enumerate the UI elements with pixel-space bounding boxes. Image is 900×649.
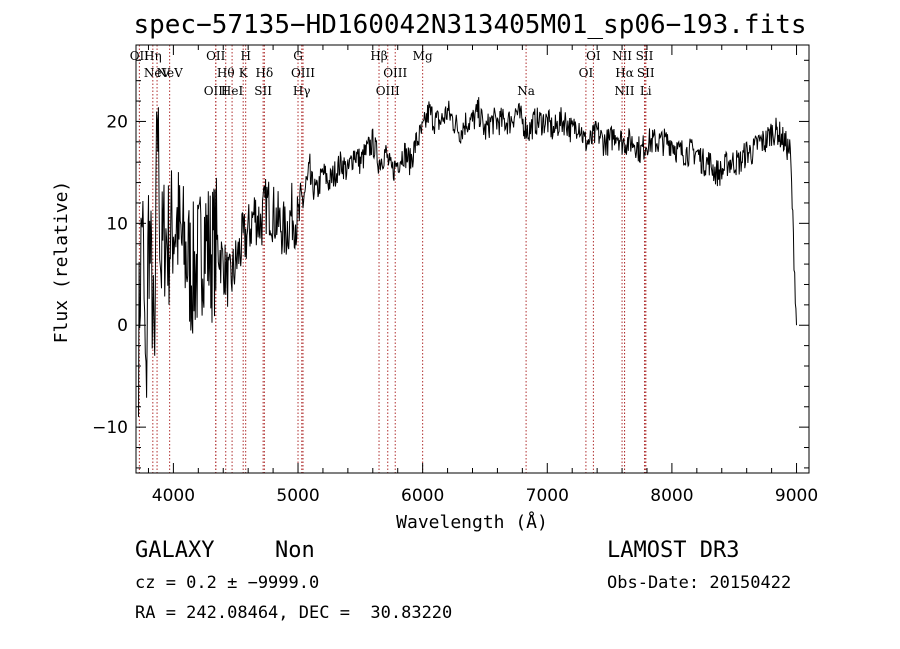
emission-label-HeI: HeI bbox=[221, 84, 244, 98]
emission-label-H: H bbox=[240, 49, 250, 63]
emission-label-K: K bbox=[239, 66, 249, 80]
emission-label-OII: OII bbox=[206, 49, 226, 63]
redshift-text: cz = 0.2 ± −9999.0 bbox=[135, 573, 320, 593]
y-tick-label: 0 bbox=[117, 316, 128, 336]
emission-label-SII: SII bbox=[637, 66, 655, 80]
y-tick-label: −10 bbox=[92, 418, 128, 438]
flux-line bbox=[138, 97, 797, 417]
emission-label-SII: SII bbox=[636, 49, 654, 63]
x-tick-label: 4000 bbox=[152, 486, 195, 506]
emission-label-OIII: OIII bbox=[376, 84, 400, 98]
emission-label-OIII: OIII bbox=[383, 66, 407, 80]
emission-label-Na: Na bbox=[517, 84, 535, 98]
ra-dec-text: RA = 242.08464, DEC = 30.83220 bbox=[135, 603, 453, 623]
emission-label-NII: NII bbox=[615, 84, 635, 98]
emission-label-NeV: NeV bbox=[157, 66, 184, 80]
survey-name: LAMOST DR3 bbox=[607, 538, 740, 563]
y-axis-label: Flux (relative) bbox=[51, 181, 72, 344]
object-subclass: Non bbox=[275, 538, 315, 563]
emission-label-OI: OI bbox=[586, 49, 601, 63]
emission-label-Hδ: Hδ bbox=[256, 66, 274, 80]
emission-label-NeV: NeV bbox=[144, 66, 171, 80]
obs-date: Obs-Date: 20150422 bbox=[607, 573, 792, 593]
x-tick-label: 5000 bbox=[276, 486, 319, 506]
emission-label-NII: NII bbox=[612, 49, 632, 63]
emission-label-SII: SII bbox=[254, 84, 272, 98]
emission-label-OIII: OIII bbox=[291, 66, 315, 80]
y-tick-label: 20 bbox=[106, 112, 128, 132]
emission-label-Hβ: Hβ bbox=[370, 49, 387, 63]
emission-label-OIII: OIII bbox=[204, 84, 228, 98]
emission-label-Mg: Mg bbox=[413, 49, 433, 63]
flux-series bbox=[138, 97, 797, 417]
emission-label-OI: OI bbox=[579, 66, 594, 80]
object-class: GALAXY bbox=[135, 538, 215, 563]
emission-label-OII: OII bbox=[130, 49, 150, 63]
x-tick-label: 8000 bbox=[650, 486, 693, 506]
emission-line-markers bbox=[138, 45, 647, 473]
chart-title: spec−57135−HD160042N313405M01_sp06−193.f… bbox=[133, 10, 806, 40]
x-tick-label: 9000 bbox=[775, 486, 818, 506]
x-axis-label: Wavelength (Å) bbox=[396, 511, 548, 533]
emission-label-G: G bbox=[293, 49, 303, 63]
emission-label-Hγ: Hγ bbox=[293, 84, 311, 98]
emission-label-Hα: Hα bbox=[615, 66, 634, 80]
emission-label-Hθ: Hθ bbox=[217, 66, 235, 80]
x-tick-label: 7000 bbox=[526, 486, 569, 506]
axis-ticks: 4000 5000 6000 7000 8000 9000 −10 0 10 20 bbox=[92, 45, 818, 506]
x-tick-label: 6000 bbox=[401, 486, 444, 506]
y-tick-label: 10 bbox=[106, 214, 128, 234]
emission-label-Li: Li bbox=[640, 84, 652, 98]
emission-label-Hη: Hη bbox=[144, 49, 162, 63]
